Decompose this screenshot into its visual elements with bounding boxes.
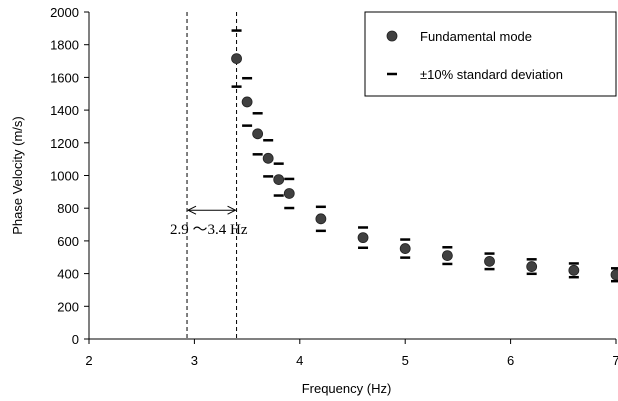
data-point [357, 232, 369, 244]
legend: Fundamental mode ±10% standard deviation [364, 11, 617, 97]
legend-label-deviation: ±10% standard deviation [420, 67, 563, 82]
y-tick-label: 200 [57, 299, 79, 314]
y-tick-label: 400 [57, 267, 79, 282]
y-tick-label: 800 [57, 201, 79, 216]
data-point [241, 96, 253, 108]
data-point [568, 264, 580, 276]
ticks: 0 200 400 600 800 1000 1200 1400 1600 1800 2000 2 3 4… [50, 5, 618, 368]
x-tick-label: 6 [507, 353, 514, 368]
x-tick-label: 7 [612, 353, 618, 368]
data-point [231, 53, 242, 64]
y-tick-label: 0 [72, 332, 79, 347]
x-axis-title: Frequency (Hz) [302, 381, 392, 396]
y-tick-label: 1000 [50, 169, 79, 184]
y-tick-label: 1200 [50, 136, 79, 151]
data-point [283, 188, 295, 199]
x-tick-label: 4 [296, 353, 303, 368]
data-point [441, 250, 453, 262]
data-point [315, 213, 327, 225]
data-point [262, 152, 274, 164]
legend-marker-fundamental [386, 30, 398, 42]
data-point [484, 255, 495, 267]
legend-box [364, 11, 617, 97]
y-tick-label: 600 [57, 234, 79, 249]
y-axis-title: Phase Velocity (m/s) [10, 116, 25, 235]
error-bars [231, 29, 618, 283]
data-point [610, 269, 618, 281]
x-tick-label: 2 [85, 353, 92, 368]
frequency-range-annotation: 2.9 ～3.4 Hz [170, 12, 248, 339]
data-point [526, 261, 538, 272]
data-points [231, 53, 618, 281]
y-tick-label: 2000 [50, 5, 79, 20]
legend-label-fundamental: Fundamental mode [420, 29, 532, 44]
x-tick-label: 3 [191, 353, 198, 368]
x-tick-label: 5 [402, 353, 409, 368]
y-tick-label: 1400 [50, 103, 79, 118]
y-tick-label: 1600 [50, 70, 79, 85]
data-point [252, 128, 264, 140]
data-point [273, 174, 285, 185]
range-label: 2.9 ～3.4 Hz [170, 222, 248, 238]
y-tick-label: 1800 [50, 38, 79, 53]
data-point [399, 243, 411, 254]
